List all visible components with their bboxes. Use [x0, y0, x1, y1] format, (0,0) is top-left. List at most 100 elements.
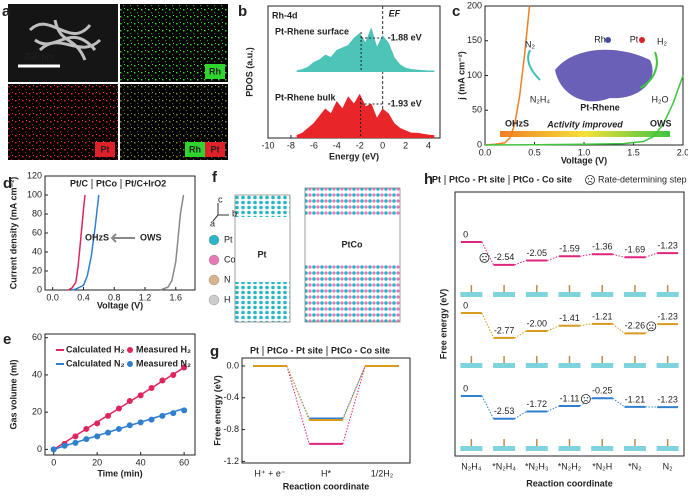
x-tick-label: *N₂H₂ — [558, 461, 582, 471]
y-tick-label: 0 — [37, 444, 42, 454]
value-label: -1.23 — [657, 240, 678, 250]
map-label: Pt — [211, 144, 220, 154]
x-tick-label: *N₂H₄ — [492, 461, 516, 471]
x-axis-label: Reaction coordinate — [526, 478, 613, 488]
x-tick-label: 1.5 — [627, 147, 640, 157]
connector — [482, 313, 494, 338]
value-label: -1.36 — [592, 242, 613, 252]
rds-icon — [586, 176, 595, 185]
panel-label: f — [212, 169, 218, 186]
d-band-label: -1.88 eV — [388, 32, 422, 42]
plot-frame — [45, 176, 195, 290]
x-tick-label: 1/2H₂ — [371, 468, 394, 478]
data-point — [72, 433, 78, 439]
rds-icon-eye — [584, 397, 585, 398]
rds-icon-eye — [482, 256, 483, 257]
x-tick-label: -10 — [261, 140, 274, 150]
data-point — [83, 426, 89, 432]
schematic-label: Pt-Rhene — [580, 102, 620, 112]
legend-label: PtCo - Pt site — [267, 345, 323, 355]
series-label: OHzS — [505, 118, 529, 128]
value-label: -2.26 — [625, 321, 646, 331]
adsorbate-slab — [591, 446, 613, 451]
panel-label: d — [3, 175, 12, 192]
connector — [547, 326, 559, 331]
d-band-label: -1.93 eV — [388, 98, 422, 108]
x-tick-label: H⁺ + e⁻ — [254, 468, 286, 478]
x-tick-label: 0.0 — [46, 292, 59, 302]
schematic-label: N₂ — [525, 39, 535, 49]
connector — [613, 398, 625, 407]
adsorbate-slab — [657, 292, 679, 297]
y-axis-label: PDOS (a.u.) — [244, 47, 254, 97]
map-label: Rh — [209, 66, 221, 76]
data-point — [149, 385, 155, 391]
data-point — [181, 407, 187, 413]
value-label: -1.72 — [527, 399, 548, 409]
atom-swatch — [209, 235, 219, 245]
value-label: -2.05 — [527, 248, 548, 258]
scale-bar-label: 200 nm — [24, 51, 54, 61]
curve — [68, 195, 85, 290]
structure-label: Pt — [258, 249, 267, 259]
data-point — [94, 433, 100, 439]
x-tick-label: *N₂ — [628, 461, 642, 471]
curve — [160, 195, 183, 290]
connector — [515, 260, 527, 264]
atom-swatch — [209, 295, 219, 305]
atom-swatch — [209, 275, 219, 285]
adsorbate-slab — [526, 446, 548, 451]
x-tick-label: 60 — [179, 457, 189, 467]
y-axis-label: j (mA cm⁻²) — [456, 51, 466, 100]
x-axis-label: Time (min) — [97, 468, 142, 478]
panel-label: g — [210, 343, 219, 360]
adsorbate-slab — [493, 363, 515, 368]
atom-label: Co — [224, 254, 236, 264]
rds-icon — [647, 322, 656, 331]
connector — [613, 324, 625, 333]
y-tick-label: 200 — [467, 0, 482, 10]
connector — [613, 254, 625, 257]
legend-label: PtCo - Co site — [513, 174, 572, 184]
subplot-title: Rh-4d — [272, 10, 298, 20]
legend-swatch — [127, 361, 133, 367]
legend-label: PtCo - Pt site — [449, 174, 505, 184]
y-tick-label: 60 — [32, 227, 42, 237]
data-point — [170, 372, 176, 378]
annotation: OWS — [140, 232, 162, 242]
map-label: Pt — [101, 144, 110, 154]
data-point — [105, 430, 111, 436]
y-tick-label: 100 — [467, 70, 482, 80]
legend-label: Pt/C — [70, 178, 89, 188]
panel-label: c — [452, 3, 460, 20]
x-tick-label: 0.5 — [528, 147, 541, 157]
y-tick-label: 40 — [32, 246, 42, 256]
rds-icon-eye — [588, 178, 589, 179]
value-label: -2.77 — [494, 325, 515, 335]
data-point — [170, 410, 176, 416]
adsorbate-slab — [460, 363, 482, 368]
y-tick-label: 40 — [32, 369, 42, 379]
data-point — [159, 378, 165, 384]
y-tick-label: 20 — [32, 407, 42, 417]
data-point — [62, 443, 68, 449]
adsorbate-slab — [624, 363, 646, 368]
plot-frame — [242, 358, 410, 463]
annotation-arrow — [112, 234, 135, 242]
schematic-label: H₂ — [657, 36, 667, 46]
data-point — [51, 446, 57, 452]
panel-label: a — [2, 3, 11, 20]
connector — [580, 254, 592, 256]
data-point — [138, 392, 144, 398]
legend-label: Calculated H₂ — [66, 344, 125, 354]
adsorbate-slab — [460, 292, 482, 297]
x-tick-label: 0 — [380, 140, 385, 150]
y-tick-label: 80 — [32, 208, 42, 218]
adsorbate-slab — [657, 446, 679, 451]
value-label: -1.59 — [559, 244, 580, 254]
series-label: Pt-Rhene surface — [275, 26, 349, 36]
series-label: OWS — [650, 118, 672, 128]
data-point — [116, 405, 122, 411]
x-tick-label: H* — [321, 468, 331, 478]
schematic-label: Rh — [594, 34, 606, 44]
